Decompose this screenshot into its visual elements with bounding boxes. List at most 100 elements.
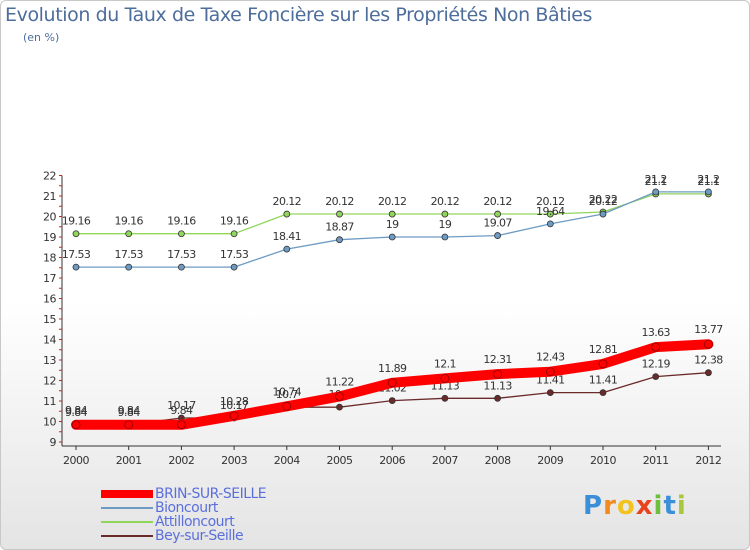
legend-label: Bey-sur-Seille (155, 528, 244, 544)
proxiti-logo: Proxiti (583, 491, 687, 521)
data-label-bey-sur-seille: 12.38 (694, 354, 723, 367)
x-tick-label: 2007 (432, 454, 458, 467)
data-point-bey-sur-seille (705, 369, 712, 377)
data-label-brin-sur-seille: 13.63 (641, 326, 670, 339)
data-point-bey-sur-seille (336, 403, 343, 411)
data-point-attilloncourt (230, 230, 238, 238)
y-tick-label: 15 (43, 313, 56, 326)
data-point-brin-sur-seille (71, 420, 81, 430)
logo-letter: o (616, 491, 636, 521)
data-point-bioncourt (283, 245, 291, 253)
y-tick-label: 20 (43, 211, 56, 224)
data-label-brin-sur-seille: 9.84 (118, 404, 141, 417)
x-tick-label: 2005 (327, 454, 353, 467)
data-label-bioncourt: 17.53 (167, 248, 196, 261)
data-label-bioncourt: 19.07 (483, 217, 512, 230)
data-point-bey-sur-seille (546, 389, 554, 396)
y-tick-label: 17 (43, 272, 56, 285)
data-point-bey-sur-seille (494, 394, 502, 402)
data-point-attilloncourt (283, 210, 291, 218)
legend-item-attilloncourt: Attilloncourt (101, 514, 235, 530)
data-label-bioncourt: 21.2 (645, 173, 667, 186)
data-label-bey-sur-seille: 11.41 (589, 374, 618, 387)
data-label-bioncourt: 19 (386, 218, 399, 231)
data-label-bioncourt: 18.87 (325, 221, 354, 234)
data-point-bey-sur-seille (599, 389, 607, 396)
data-point-attilloncourt (336, 210, 343, 218)
x-tick-label: 2006 (379, 454, 405, 467)
data-label-bioncourt: 17.53 (220, 248, 249, 261)
logo-letter: t (663, 491, 677, 521)
data-label-bioncourt: 21.2 (697, 173, 719, 186)
data-point-attilloncourt (177, 230, 185, 238)
data-point-attilloncourt (494, 210, 502, 218)
legend-label: Attilloncourt (155, 514, 235, 530)
x-tick-label: 2001 (116, 454, 142, 467)
data-point-brin-sur-seille (493, 369, 503, 379)
data-label-bioncourt: 19.64 (536, 205, 565, 218)
logo-letter: x (635, 491, 654, 521)
data-label-bey-sur-seille: 10.17 (167, 399, 196, 412)
data-label-brin-sur-seille: 12.31 (483, 353, 512, 366)
x-tick-label: 2002 (168, 454, 194, 467)
data-point-attilloncourt (125, 230, 133, 238)
data-point-brin-sur-seille (387, 378, 397, 388)
data-point-bioncourt (230, 263, 238, 271)
legend-swatch (101, 507, 153, 509)
data-label-bey-sur-seille: 11.13 (483, 379, 512, 392)
x-tick-label: 2010 (590, 454, 616, 467)
data-point-brin-sur-seille (335, 392, 344, 401)
y-tick-label: 10 (43, 416, 56, 429)
x-tick-label: 2004 (274, 454, 300, 467)
data-label-brin-sur-seille: 13.77 (694, 323, 723, 336)
data-label-attilloncourt: 20.12 (536, 195, 565, 208)
data-label-brin-sur-seille: 10.74 (273, 385, 302, 398)
legend-item-brin-sur-seille: BRIN-SUR-SEILLE (101, 486, 267, 502)
data-point-brin-sur-seille (651, 342, 661, 352)
data-label-bey-sur-seille: 10.17 (220, 399, 249, 412)
data-label-attilloncourt: 20.12 (325, 195, 354, 208)
data-point-bioncourt (441, 233, 449, 241)
data-label-brin-sur-seille: 11.22 (325, 375, 354, 388)
logo-letter: i (676, 491, 687, 521)
data-point-bioncourt (652, 188, 660, 196)
legend-swatch (101, 521, 153, 523)
x-tick-label: 2003 (221, 454, 247, 467)
data-point-brin-sur-seille (545, 367, 555, 377)
y-tick-label: 9 (50, 436, 57, 449)
data-label-brin-sur-seille: 12.43 (536, 351, 565, 364)
data-point-bioncourt (125, 263, 133, 271)
data-point-attilloncourt (72, 230, 80, 238)
data-point-bey-sur-seille (388, 397, 396, 404)
data-label-attilloncourt: 19.16 (114, 215, 143, 228)
chart-title: Evolution du Taux de Taxe Foncière sur l… (5, 4, 593, 26)
data-point-bioncourt (705, 188, 712, 196)
legend-label: BRIN-SUR-SEILLE (155, 486, 267, 502)
logo-letter: r (603, 491, 617, 521)
data-label-brin-sur-seille: 12.81 (589, 343, 618, 356)
data-label-attilloncourt: 20.12 (273, 195, 302, 208)
data-label-bioncourt: 19 (438, 218, 451, 231)
data-point-bey-sur-seille (652, 373, 660, 381)
x-tick-label: 2000 (63, 454, 89, 467)
data-point-bioncourt (72, 263, 80, 271)
legend-swatch (101, 535, 153, 537)
data-label-bey-sur-seille: 12.19 (641, 358, 670, 371)
data-label-attilloncourt: 21.1 (645, 175, 667, 188)
unit-label: (en %) (23, 31, 60, 44)
data-label-attilloncourt: 20.22 (589, 193, 618, 206)
y-tick-label: 11 (43, 395, 56, 408)
data-point-attilloncourt (388, 210, 396, 218)
y-tick-label: 22 (43, 170, 56, 183)
data-point-attilloncourt (441, 210, 449, 218)
data-point-brin-sur-seille (176, 420, 186, 430)
data-label-brin-sur-seille: 10.28 (220, 395, 249, 408)
data-point-brin-sur-seille (440, 374, 450, 383)
legend-item-bioncourt: Bioncourt (101, 501, 218, 515)
y-tick-label: 18 (43, 252, 56, 265)
data-point-bioncourt (546, 220, 554, 228)
data-label-bioncourt: 17.53 (62, 248, 91, 261)
data-point-brin-sur-seille (124, 420, 134, 430)
y-tick-label: 19 (43, 231, 56, 244)
